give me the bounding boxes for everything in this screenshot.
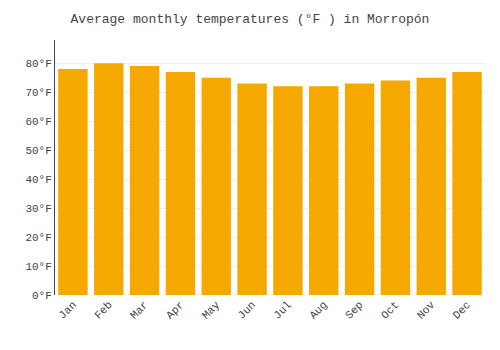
svg-text:Dec: Dec [451, 299, 473, 321]
svg-text:80°F: 80°F [25, 58, 51, 70]
svg-text:Feb: Feb [92, 299, 114, 321]
svg-text:50°F: 50°F [25, 145, 51, 157]
svg-text:30°F: 30°F [25, 203, 51, 215]
svg-text:Sep: Sep [343, 299, 365, 321]
svg-text:10°F: 10°F [25, 261, 51, 273]
svg-text:Apr: Apr [164, 299, 186, 321]
svg-text:Average monthly temperatures (: Average monthly temperatures (°F ) in Mo… [71, 12, 430, 27]
svg-text:Aug: Aug [307, 299, 329, 321]
svg-text:20°F: 20°F [25, 232, 51, 244]
svg-text:40°F: 40°F [25, 174, 51, 186]
svg-text:60°F: 60°F [25, 116, 51, 128]
svg-text:May: May [200, 299, 223, 322]
svg-text:0°F: 0°F [32, 290, 52, 302]
svg-text:Oct: Oct [379, 299, 401, 321]
svg-text:Jan: Jan [56, 299, 78, 321]
svg-text:Jul: Jul [271, 299, 293, 321]
svg-text:Mar: Mar [128, 299, 150, 321]
svg-text:Nov: Nov [415, 299, 438, 322]
svg-text:70°F: 70°F [25, 87, 51, 99]
svg-text:Jun: Jun [236, 299, 258, 321]
